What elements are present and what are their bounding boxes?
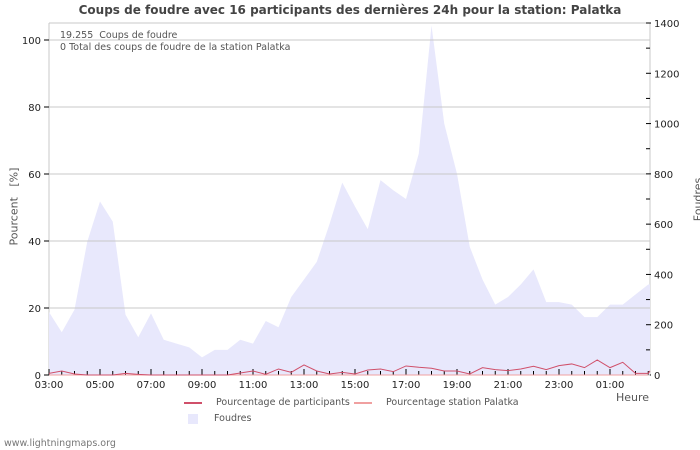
y-tick-label: 0: [35, 371, 41, 382]
x-axis-label: Heure: [616, 391, 650, 404]
x-tick-label: 07:00: [137, 380, 166, 391]
legend-participants-label: Pourcentage de participants: [216, 397, 350, 408]
y2-tick-label: 600: [654, 220, 673, 231]
y2-tick-label: 0: [654, 371, 660, 382]
x-tick-label: 19:00: [443, 380, 472, 391]
x-tick-label: 09:00: [188, 380, 217, 391]
legend-foudres-label: Foudres: [214, 413, 252, 424]
legend-station: Pourcentage station Palatka: [354, 397, 519, 408]
y-tick-label: 40: [28, 237, 41, 248]
x-tick-label: 03:00: [35, 380, 64, 391]
x-tick-label: 17:00: [392, 380, 421, 391]
x-tick-label: 05:00: [86, 380, 115, 391]
legend-area-icon: [188, 413, 198, 424]
y-tick-label: 100: [22, 36, 41, 47]
x-tick-label: 21:00: [494, 380, 523, 391]
x-tick-label: 11:00: [239, 380, 268, 391]
y-axis-right-label: Foudres: [691, 177, 700, 222]
y2-tick-label: 200: [654, 321, 673, 332]
y-tick-label: 80: [28, 103, 41, 114]
x-tick-label: 01:00: [596, 380, 625, 391]
y2-tick-label: 1200: [654, 69, 679, 80]
info-total-strikes: 19.255 Coups de foudre: [60, 30, 178, 41]
legend-participants: Pourcentage de participants: [184, 397, 350, 408]
legend-station-label: Pourcentage station Palatka: [386, 397, 519, 408]
y-axis-left-label: Pourcent [%]: [7, 167, 21, 246]
y2-tick-label: 1400: [654, 19, 679, 30]
legend-line-icon: [184, 401, 202, 404]
y2-tick-label: 400: [654, 270, 673, 281]
y2-tick-label: 1000: [654, 120, 679, 131]
chart-title: Coups de foudre avec 16 participants des…: [78, 3, 622, 17]
x-tick-label: 23:00: [545, 380, 574, 391]
y-tick-label: 20: [28, 304, 41, 315]
x-tick-label: 13:00: [290, 380, 319, 391]
y2-tick-label: 800: [654, 170, 673, 181]
info-station-strikes: 0 Total des coups de foudre de la statio…: [60, 42, 291, 53]
x-tick-label: 15:00: [341, 380, 370, 391]
legend-line-icon: [354, 401, 372, 404]
y-tick-label: 60: [28, 170, 41, 181]
foudres-area: [49, 25, 650, 376]
participants-percentage-line: [48, 359, 651, 376]
footer-site: www.lightningmaps.org: [4, 438, 116, 449]
legend-foudres: Foudres: [188, 413, 251, 424]
